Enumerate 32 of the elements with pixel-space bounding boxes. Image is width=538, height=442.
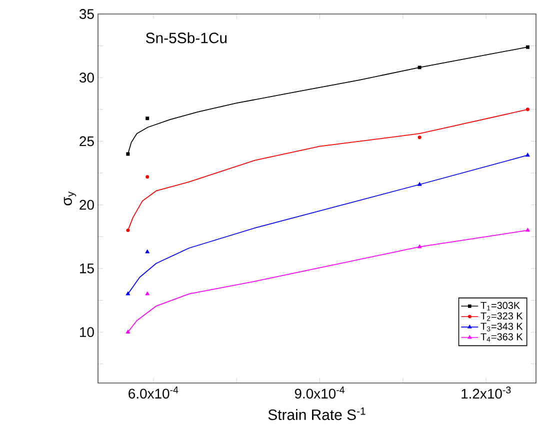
point	[418, 136, 422, 140]
point	[126, 228, 130, 232]
point	[526, 108, 530, 112]
x-tick-label: 1.2x10$^{-3}$	[462, 386, 511, 399]
point	[418, 66, 422, 70]
point	[126, 292, 130, 296]
point	[526, 152, 530, 157]
y-tick-label: 20	[80, 200, 94, 210]
point	[126, 330, 130, 334]
legend-label: T$_{3}$=343 K	[480, 322, 523, 332]
point	[526, 45, 530, 49]
legend-label: T$_{2}$=323 K	[480, 312, 523, 321]
legend-label: T$_{1}$=303K	[480, 302, 520, 310]
point	[126, 152, 130, 156]
annotation: Sn-5Sb-1Cu	[146, 32, 227, 44]
point	[418, 244, 422, 248]
y-axis-title: σ$_{y}$	[64, 192, 76, 206]
point	[526, 228, 530, 232]
x-tick-label: 6.0x10$^{-4}$	[128, 386, 178, 399]
point	[145, 250, 150, 254]
point	[146, 116, 150, 120]
y-tick-label: 30	[80, 72, 94, 83]
y-tick-label: 25	[80, 136, 94, 146]
x-tick-label: 9.0x10$^{-4}$	[294, 386, 345, 399]
y-tick-label: 10	[80, 327, 94, 338]
y-tick-label: 15	[80, 264, 94, 274]
point	[146, 175, 150, 179]
point	[145, 292, 150, 296]
y-tick-label: 35	[80, 9, 94, 19]
x-axis-title: Strain Rate S$^{-1}$	[268, 408, 366, 420]
point	[418, 182, 422, 186]
legend-label: T$_{4}$=363 K	[480, 333, 523, 342]
